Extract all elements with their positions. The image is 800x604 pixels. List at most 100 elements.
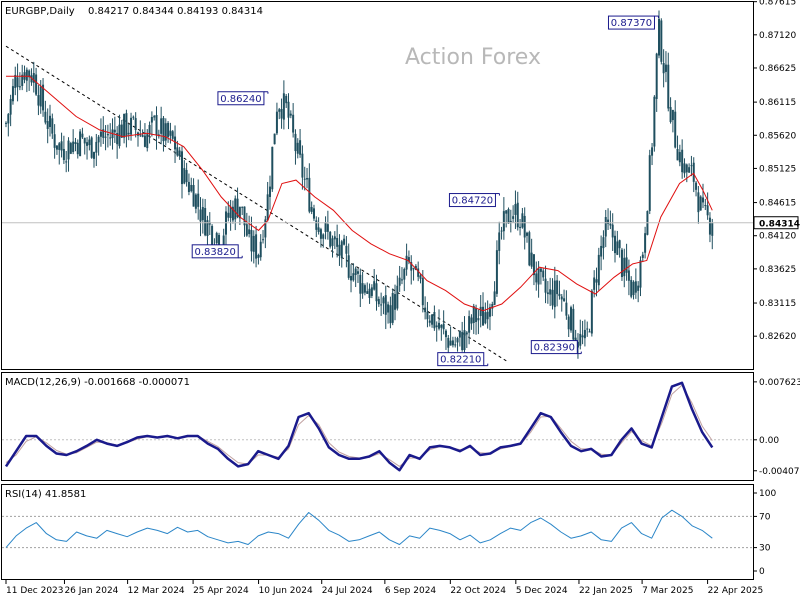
candle-body	[70, 143, 72, 154]
candle-body	[288, 102, 290, 118]
candle-body	[285, 96, 287, 103]
candle-body	[570, 307, 572, 330]
candle-body	[572, 309, 574, 340]
candle-body	[466, 332, 468, 334]
ohlc-label: 0.84217 0.84344 0.84193 0.84314	[88, 6, 263, 17]
candle-body	[35, 75, 37, 95]
candle-body	[283, 93, 285, 119]
candle-body	[665, 65, 667, 72]
price-tick-label: 0.84120	[759, 232, 796, 242]
macd-tick-label: 0.007623	[759, 378, 800, 388]
candle-body	[329, 232, 331, 247]
candle-body	[299, 140, 301, 155]
candle-body	[376, 283, 378, 301]
macd-panel: MACD(12,26,9) -0.001668 -0.000071 0.0076…	[2, 373, 800, 481]
candle-body	[695, 183, 697, 190]
candle-body	[510, 221, 512, 222]
candle-body	[526, 233, 528, 236]
candle-body	[359, 275, 361, 294]
candle-body	[382, 297, 384, 303]
candle-body	[593, 278, 595, 290]
candle-body	[663, 63, 665, 73]
candle-body	[470, 318, 472, 324]
candle-body	[473, 306, 475, 323]
candle-body	[125, 113, 127, 136]
candle-body	[366, 291, 368, 294]
price-tick-label: 0.87120	[759, 31, 796, 41]
candle-body	[338, 245, 340, 256]
candle-body	[290, 114, 292, 116]
candle-body	[211, 226, 213, 245]
candle-body	[40, 86, 42, 106]
candle-body	[253, 236, 255, 252]
candle-body	[332, 238, 334, 246]
candle-body	[498, 232, 500, 250]
candle-body	[579, 334, 581, 346]
candle-body	[162, 118, 164, 141]
candle-body	[84, 138, 86, 144]
rsi-label: RSI(14) 41.8581	[5, 489, 86, 500]
candle-body	[512, 216, 514, 219]
candle-body	[10, 99, 12, 115]
candle-body	[482, 307, 484, 326]
candle-body	[308, 178, 310, 212]
candle-body	[348, 255, 350, 278]
candle-body	[565, 303, 567, 316]
time-tick-label: 22 Oct 2024	[450, 586, 506, 596]
candle-body	[278, 109, 280, 112]
price-callout-label: 0.87370	[611, 18, 652, 29]
candle-body	[445, 331, 447, 337]
candle-body	[44, 112, 46, 123]
candle-body	[635, 281, 637, 292]
candle-body	[394, 294, 396, 310]
candle-body	[311, 207, 313, 212]
time-tick-label: 11 Dec 2023	[6, 586, 64, 596]
candle-body	[528, 232, 530, 265]
candle-body	[670, 107, 672, 122]
candle-body	[341, 241, 343, 258]
candle-body	[204, 208, 206, 235]
candle-body	[276, 112, 278, 134]
candle-body	[262, 239, 264, 240]
candle-body	[639, 260, 641, 287]
candle-body	[679, 152, 681, 162]
rsi-tick-label: 70	[759, 512, 771, 522]
candle-body	[452, 340, 454, 345]
candle-body	[413, 268, 415, 269]
candle-body	[327, 224, 329, 232]
rsi-tick-label: 30	[759, 544, 771, 554]
candle-body	[711, 223, 713, 236]
candle-body	[547, 292, 549, 294]
candle-body	[144, 136, 146, 147]
candle-body	[51, 118, 53, 133]
candle-body	[461, 332, 463, 350]
candle-body	[56, 145, 58, 149]
candle-body	[612, 225, 614, 238]
candle-body	[320, 229, 322, 239]
candle-body	[294, 134, 296, 151]
candle-body	[183, 168, 185, 183]
candle-body	[422, 278, 424, 305]
candle-body	[65, 161, 67, 162]
candle-body	[686, 164, 688, 172]
candle-body	[114, 130, 116, 133]
candle-body	[202, 207, 204, 220]
candle-body	[132, 117, 134, 118]
candle-body	[621, 250, 623, 277]
candle-body	[549, 289, 551, 294]
time-tick-label: 7 Mar 2025	[642, 586, 693, 596]
candle-body	[362, 283, 364, 294]
candle-body	[406, 256, 408, 270]
candle-body	[95, 142, 97, 153]
candle-body	[216, 233, 218, 243]
price-callout-label: 0.84720	[452, 196, 493, 207]
candle-body	[93, 152, 95, 159]
candle-body	[517, 203, 519, 228]
candle-body	[190, 185, 192, 191]
candle-body	[487, 312, 489, 319]
candle-body	[156, 115, 158, 135]
candle-body	[709, 218, 711, 235]
time-tick-label: 25 Apr 2024	[193, 586, 249, 596]
